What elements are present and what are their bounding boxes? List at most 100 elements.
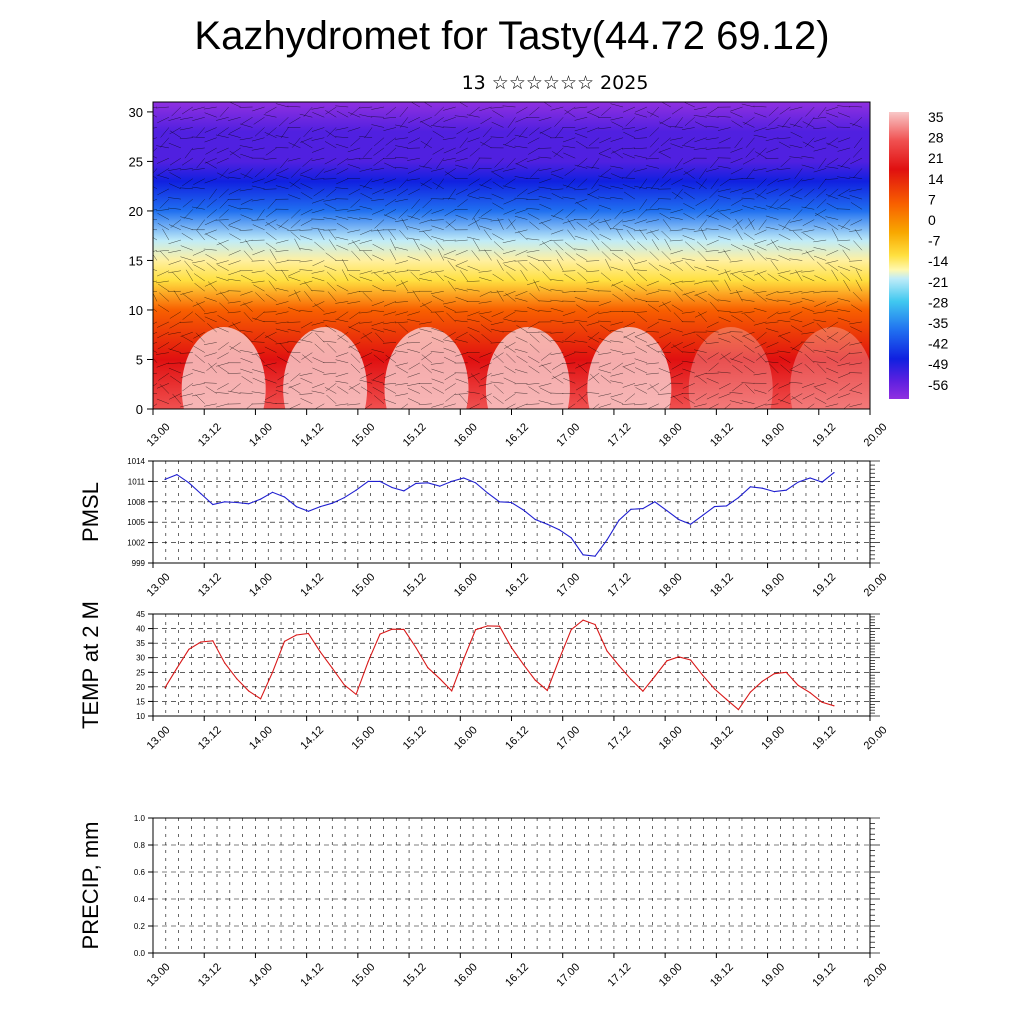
- wind-barb: [529, 292, 540, 302]
- wind-barb: [455, 287, 468, 292]
- data-point: [415, 646, 417, 649]
- wind-barb: [743, 344, 755, 353]
- wind-barb: [768, 117, 779, 126]
- wind-barb: [706, 377, 719, 384]
- wind-barb: [730, 111, 743, 118]
- wind-barb: [277, 372, 289, 381]
- warm-blob-3: [485, 327, 570, 409]
- wind-barb: [538, 362, 552, 367]
- wind-barb: [396, 188, 409, 197]
- wind-barb: [647, 321, 660, 329]
- wind-barb: [181, 178, 193, 187]
- heatmap-y-tick-label: 30: [129, 105, 143, 120]
- wind-barb: [514, 197, 528, 200]
- wind-barb: [598, 403, 612, 408]
- data-point: [522, 663, 525, 666]
- wind-barb: [435, 239, 444, 251]
- wind-barb: [756, 331, 767, 341]
- wind-barb: [504, 137, 516, 146]
- wind-barb: [216, 239, 229, 246]
- wind-barb: [179, 187, 193, 190]
- wind-barb: [335, 380, 349, 384]
- wind-barb: [492, 273, 504, 282]
- wind-barb: [612, 362, 624, 371]
- wind-barb: [157, 342, 170, 350]
- wind-barb: [831, 269, 839, 282]
- wind-barb: [599, 137, 612, 144]
- wind-barb: [466, 236, 480, 241]
- wind-barb: [598, 153, 612, 159]
- x-tick-label: 20.00: [862, 571, 890, 599]
- wind-barb: [153, 308, 158, 312]
- wind-barb: [502, 144, 516, 149]
- wind-barb: [347, 164, 361, 169]
- y-tick-label: 35: [136, 639, 145, 648]
- wind-barb: [179, 137, 193, 140]
- data-point: [164, 478, 166, 480]
- wind-barb: [600, 375, 612, 384]
- wind-barb: [753, 206, 767, 210]
- wind-barb: [410, 209, 421, 219]
- colorbar-tick-label: -14: [928, 253, 948, 269]
- wind-barb: [456, 331, 468, 339]
- wind-barb: [765, 127, 779, 131]
- wind-barb: [717, 115, 731, 118]
- wind-barb: [649, 384, 660, 394]
- data-point: [594, 555, 596, 557]
- wind-barb: [256, 209, 265, 221]
- wind-barb: [371, 328, 385, 333]
- wind-barb: [660, 137, 671, 147]
- wind-barb: [481, 334, 492, 343]
- wind-barb: [849, 106, 863, 108]
- wind-barb: [264, 346, 277, 353]
- wind-barb: [228, 219, 241, 226]
- data-point: [630, 678, 632, 680]
- wind-barb: [364, 127, 373, 139]
- wind-barb: [765, 205, 779, 210]
- wind-barb: [360, 229, 373, 236]
- wind-barb: [837, 309, 851, 312]
- wind-barb: [553, 147, 564, 157]
- wind-barb: [337, 311, 349, 320]
- wind-barb: [288, 307, 301, 312]
- wind-barb: [466, 114, 480, 118]
- wind-barb: [325, 110, 337, 118]
- wind-barb: [493, 241, 504, 251]
- colorbar-tick-label: -56: [928, 377, 948, 393]
- wind-barb: [265, 365, 277, 374]
- wind-barb: [227, 372, 241, 374]
- wind-barb: [314, 343, 325, 353]
- wind-barb: [240, 173, 253, 179]
- wind-barb: [263, 362, 277, 366]
- wind-barb: [801, 178, 815, 182]
- wind-barb: [622, 184, 636, 190]
- wind-barb: [253, 284, 265, 292]
- wind-barb: [348, 326, 361, 333]
- wind-barb: [395, 219, 408, 222]
- wind-barb: [467, 265, 480, 271]
- wind-barb: [491, 121, 504, 128]
- wind-barb: [300, 209, 313, 216]
- wind-barb: [421, 209, 432, 218]
- wind-barb: [424, 249, 433, 261]
- wind-barb: [159, 384, 170, 394]
- wind-barb: [371, 310, 385, 312]
- wind-barb: [371, 301, 385, 307]
- wind-barb: [326, 127, 337, 137]
- wind-barb: [430, 290, 444, 294]
- wind-barb: [610, 117, 624, 121]
- wind-barb: [251, 280, 265, 283]
- wind-barb: [645, 372, 659, 375]
- data-point: [343, 684, 345, 686]
- wind-barb: [647, 403, 659, 409]
- wind-barb: [777, 311, 791, 314]
- wind-barb: [311, 198, 325, 204]
- wind-barb: [540, 352, 552, 361]
- wind-barb: [254, 331, 265, 341]
- wind-barb: [825, 106, 839, 112]
- wind-barb: [670, 328, 683, 333]
- wind-barb: [203, 403, 217, 407]
- wind-barb: [419, 219, 432, 224]
